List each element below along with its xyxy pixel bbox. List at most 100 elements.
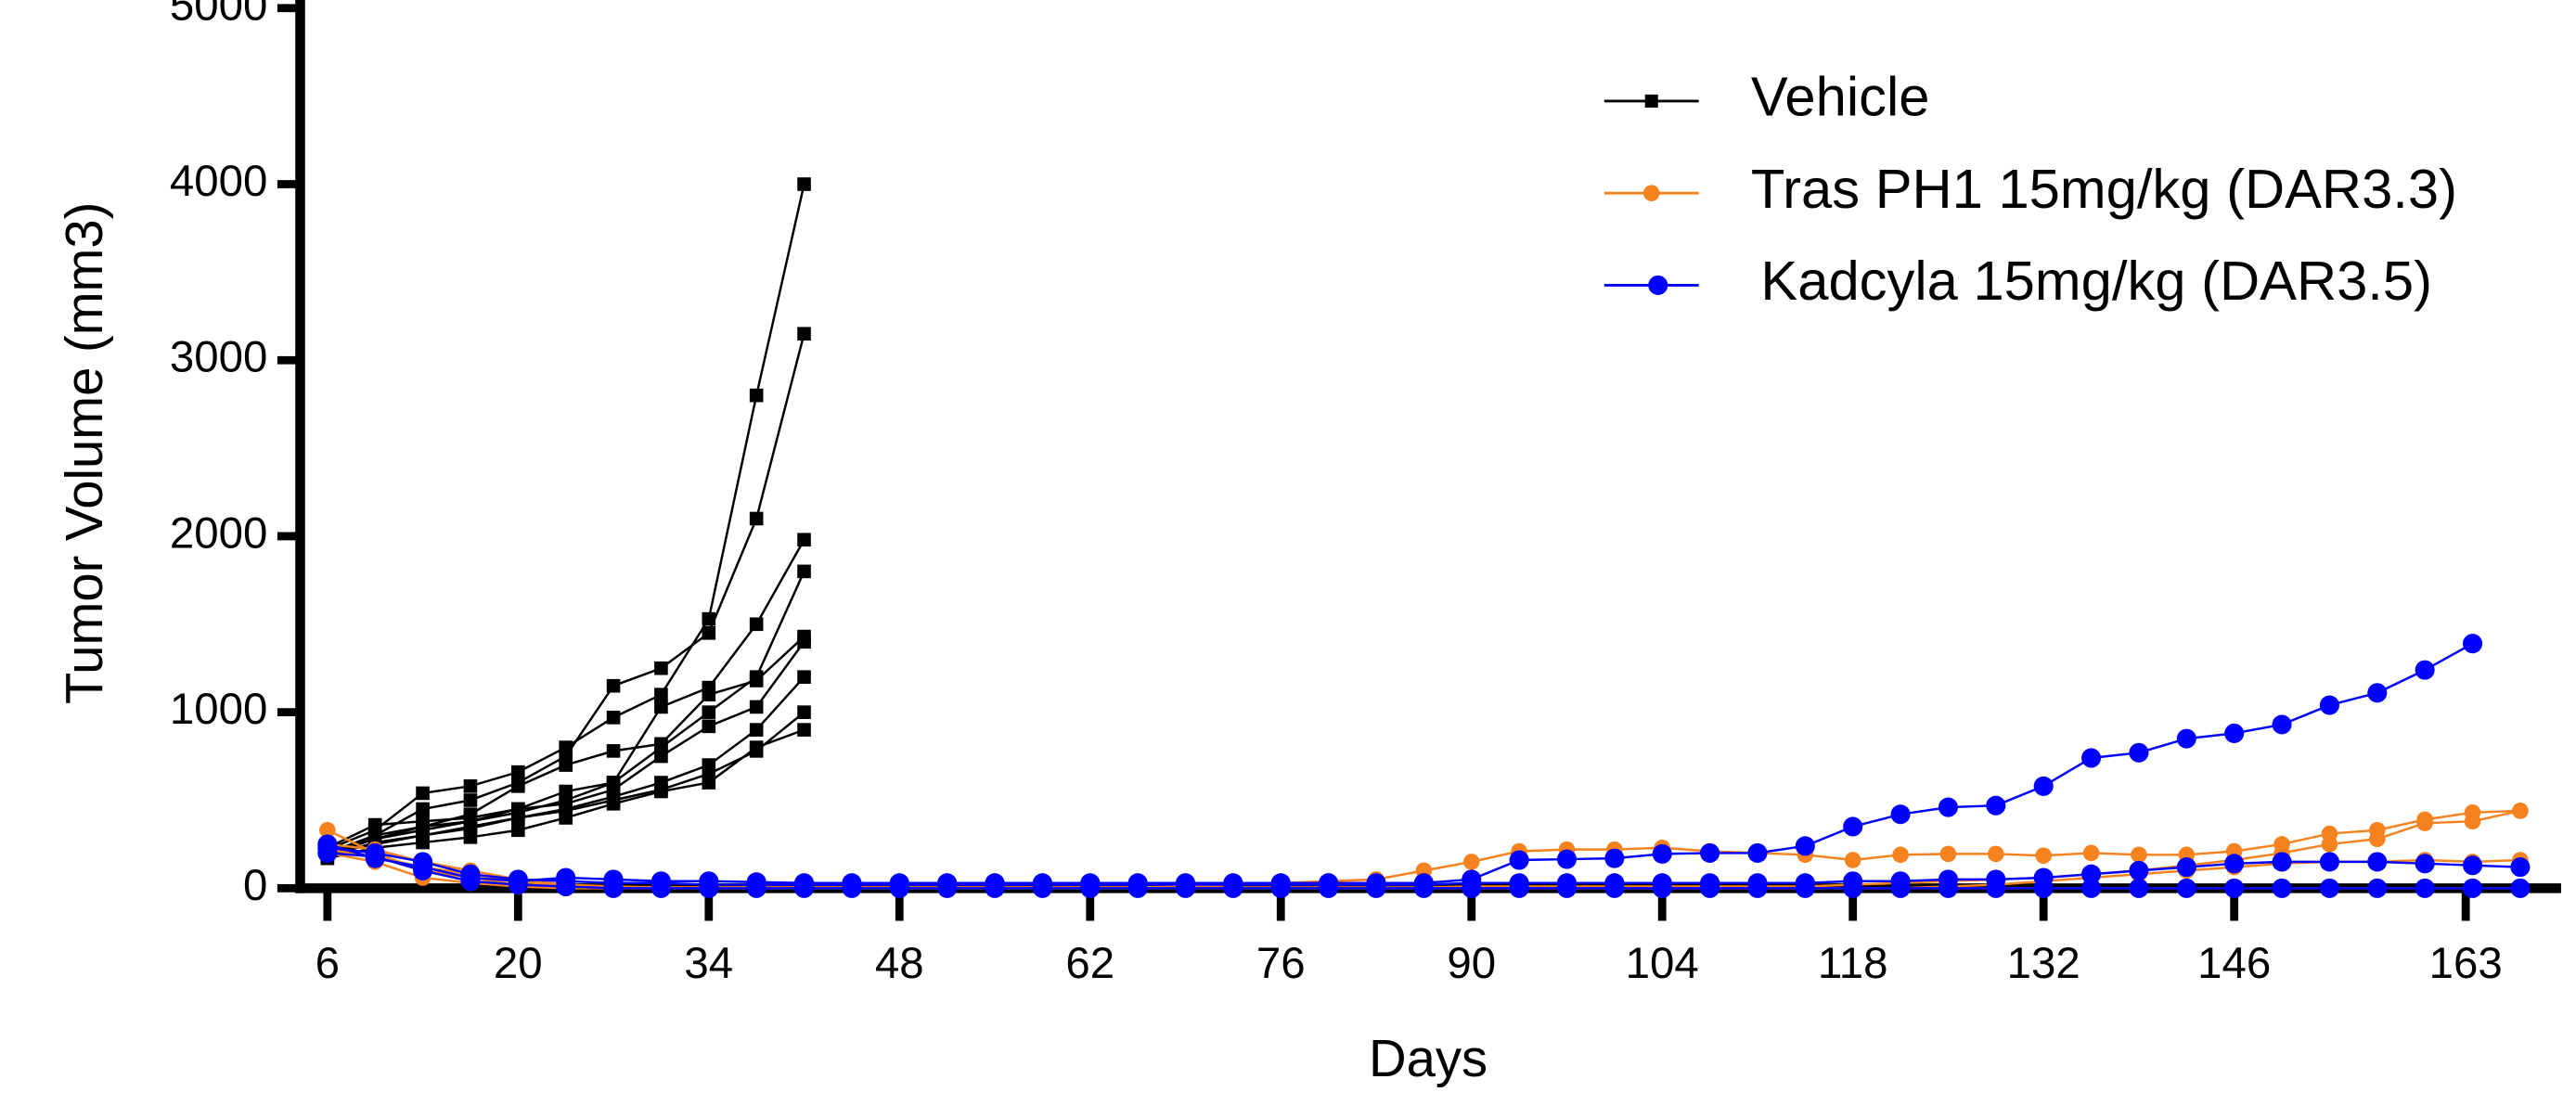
marker: [1939, 845, 1957, 863]
marker: [2176, 728, 2196, 749]
marker: [2416, 815, 2433, 831]
marker: [797, 327, 811, 341]
marker: [985, 878, 1005, 898]
marker: [749, 511, 764, 526]
marker: [2464, 813, 2481, 830]
marker: [606, 796, 621, 811]
y-tick-label: 1000: [170, 685, 267, 734]
marker: [1175, 878, 1196, 898]
marker: [797, 705, 811, 719]
marker: [702, 705, 716, 719]
marker: [2272, 714, 2292, 735]
marker: [749, 617, 764, 632]
marker: [1509, 850, 1529, 870]
marker: [317, 842, 338, 863]
x-tick-label: 34: [684, 939, 733, 988]
marker: [2131, 846, 2147, 864]
marker: [1747, 878, 1768, 898]
marker: [603, 878, 624, 898]
marker: [702, 719, 716, 734]
legend-marker: [1642, 185, 1660, 201]
marker: [797, 670, 811, 685]
marker: [606, 744, 621, 758]
y-tick-label: 5000: [170, 0, 267, 30]
marker: [2272, 878, 2292, 898]
series-line: [327, 333, 805, 854]
x-tick-label: 163: [2429, 939, 2503, 988]
marker: [1890, 804, 1911, 825]
y-tick-label: 3000: [170, 333, 267, 382]
y-tick-label: 4000: [170, 157, 267, 206]
marker: [365, 846, 385, 867]
marker: [416, 802, 430, 816]
marker: [1032, 878, 1052, 898]
marker: [2081, 864, 2102, 884]
marker: [1462, 854, 1480, 870]
marker: [1938, 797, 1958, 817]
marker: [511, 765, 525, 779]
marker: [654, 661, 668, 675]
marker: [2082, 844, 2100, 862]
marker: [2176, 857, 2196, 878]
marker: [2415, 854, 2435, 874]
x-tick-label: 132: [2007, 939, 2080, 988]
marker: [1604, 878, 1625, 898]
marker: [2081, 748, 2102, 768]
marker: [2033, 878, 2054, 898]
marker: [702, 776, 716, 790]
marker: [797, 635, 811, 649]
marker: [654, 784, 668, 799]
marker: [749, 388, 764, 403]
legend-marker: [1644, 94, 1658, 108]
marker: [1556, 878, 1578, 898]
marker: [460, 871, 481, 892]
marker: [1462, 878, 1482, 898]
marker: [2367, 878, 2388, 898]
marker: [1938, 878, 1958, 898]
marker: [559, 758, 573, 772]
marker: [1747, 842, 1768, 863]
marker: [2129, 860, 2149, 880]
marker: [1986, 795, 2006, 816]
marker: [2319, 878, 2339, 898]
marker: [1988, 845, 2004, 863]
marker: [1843, 878, 1863, 898]
marker: [797, 723, 811, 737]
marker: [1843, 816, 1863, 837]
marker: [1319, 878, 1339, 898]
marker: [2367, 683, 2388, 703]
marker: [2129, 742, 2149, 763]
marker: [463, 793, 478, 807]
series-line: [327, 642, 2474, 884]
x-tick-label: 104: [1626, 939, 1699, 988]
marker: [654, 687, 668, 701]
marker: [2462, 634, 2483, 654]
marker: [2224, 854, 2245, 874]
x-tick-label: 48: [875, 939, 924, 988]
marker: [749, 723, 764, 737]
marker: [416, 835, 430, 850]
marker: [606, 711, 621, 725]
marker: [2081, 878, 2102, 898]
marker: [367, 817, 382, 832]
marker: [1890, 878, 1911, 898]
marker: [650, 878, 671, 898]
legend-label: Kadcyla 15mg/kg (DAR3.5): [1760, 250, 2432, 312]
marker: [2510, 878, 2531, 898]
marker: [2462, 878, 2483, 898]
marker: [749, 700, 764, 714]
y-axis-label: Tumor Volume (mm3): [55, 202, 113, 704]
marker: [416, 786, 430, 801]
marker: [1556, 849, 1578, 869]
marker: [2512, 803, 2529, 819]
marker: [1127, 878, 1148, 898]
x-tick-label: 76: [1256, 939, 1306, 988]
marker: [2319, 852, 2339, 872]
marker: [1223, 878, 1243, 898]
marker: [746, 878, 766, 898]
marker: [2272, 852, 2292, 872]
marker: [508, 875, 528, 895]
marker: [511, 811, 525, 825]
marker: [1270, 878, 1291, 898]
